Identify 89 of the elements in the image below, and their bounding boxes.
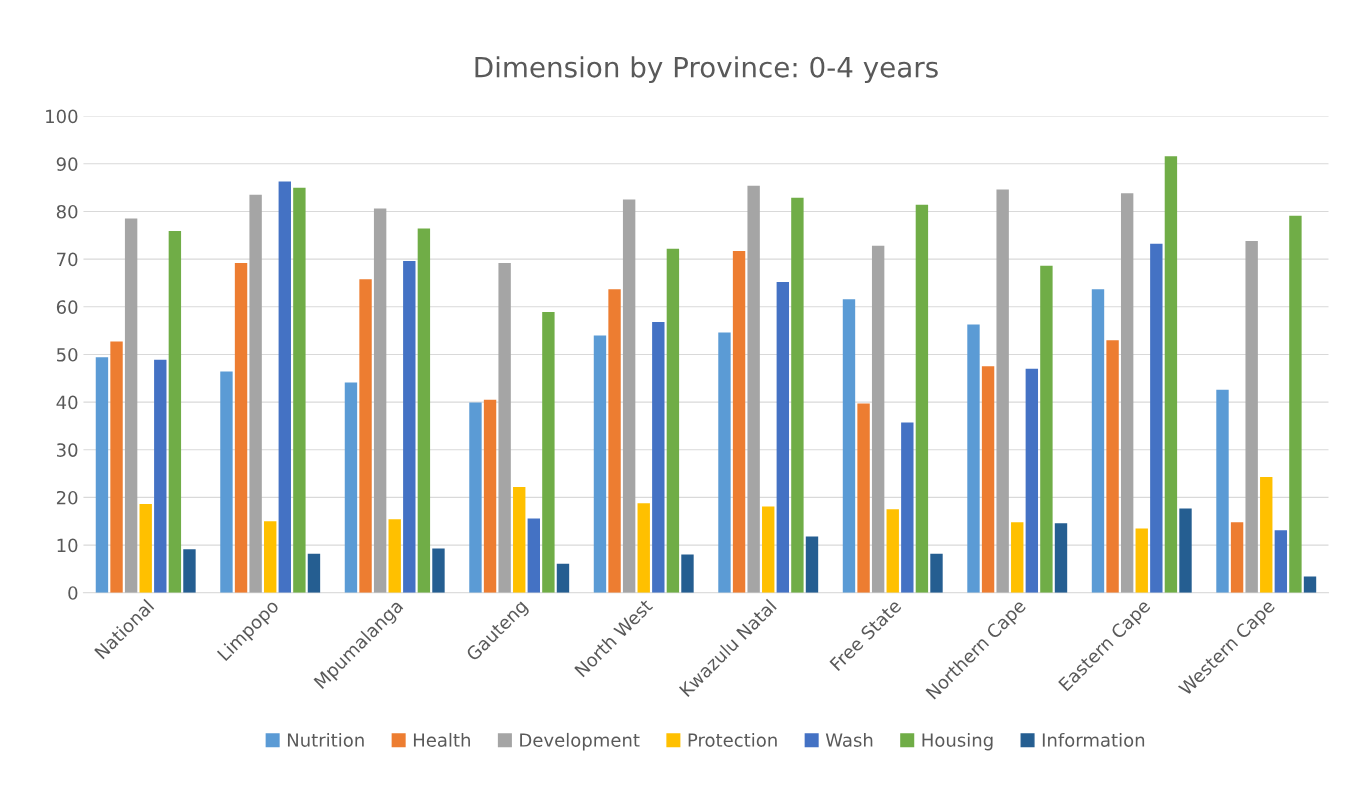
bar [666,248,680,593]
bar [1120,193,1134,593]
bar [417,228,431,593]
bar [527,518,540,593]
bar [1245,241,1258,593]
bar [857,403,870,593]
bar [930,553,943,593]
bar [556,563,570,593]
bar [110,341,123,593]
bar [652,322,665,593]
y-tick-label: 10 [57,538,78,553]
bar [637,503,650,593]
y-tick-label: 90 [56,157,78,171]
bar [234,262,248,593]
bar [967,324,980,593]
bar [432,548,445,593]
y-tick-label: 30 [56,443,78,457]
bar [996,189,1009,593]
legend-label: Development [520,732,640,751]
bar [498,262,511,593]
bar [249,194,262,593]
bar [278,181,291,593]
bar [264,521,277,593]
bar [871,245,885,593]
bar [483,399,497,593]
legend-label: Health [413,732,470,747]
bar [1040,265,1053,593]
bar [154,359,167,593]
bar [344,382,358,593]
legend-label: Nutrition [287,732,364,747]
bar [373,208,387,593]
bar [168,231,182,593]
bar [469,402,482,593]
bar [842,299,856,593]
bar [542,312,555,593]
bar [762,506,775,593]
bar [732,251,746,593]
bar [901,422,914,593]
bar [805,536,819,593]
bar [359,279,372,593]
bar [513,486,526,593]
bar [1274,530,1288,593]
bar [747,185,760,593]
bar [886,509,899,593]
bar [1179,508,1192,593]
y-tick-label: 50 [57,347,78,362]
y-tick-label: 40 [56,395,78,410]
bar [1260,476,1273,593]
bar [1135,528,1148,593]
bar [403,261,416,593]
y-tick-label: 60 [56,300,78,314]
bar [718,332,731,593]
bar [220,371,233,593]
bar [1106,340,1119,593]
bar [1289,215,1302,593]
bar [608,289,621,593]
bar [1230,522,1244,593]
y-tick-label: 20 [56,490,78,505]
legend-label: Information [1042,732,1145,747]
bar [776,282,790,593]
chart-title: Dimension by Province: 0-4 years [475,56,938,84]
bar [1303,576,1317,593]
bar [1025,368,1039,593]
bar [293,187,306,593]
bar [1216,389,1229,593]
legend-label: Housing [922,732,993,751]
y-tick-label: 0 [68,586,78,600]
bar [139,504,152,593]
y-tick-label: 100 [46,109,78,124]
legend-label: Wash [825,732,873,747]
bar [791,197,804,593]
bar [95,357,109,593]
bar [307,553,321,593]
bar [593,335,607,593]
bar [124,218,138,593]
bar [388,519,401,593]
bar [1054,523,1068,593]
bar [183,549,196,593]
y-tick-label: 80 [56,204,78,219]
bar [981,366,995,593]
legend-label: Protection [688,732,777,747]
bar [622,199,636,593]
bar [681,554,694,593]
bar [1150,243,1163,593]
bar [1011,522,1024,593]
bar [1091,289,1105,593]
bar [1164,156,1178,593]
bar [915,204,929,593]
y-tick-label: 70 [57,252,78,267]
